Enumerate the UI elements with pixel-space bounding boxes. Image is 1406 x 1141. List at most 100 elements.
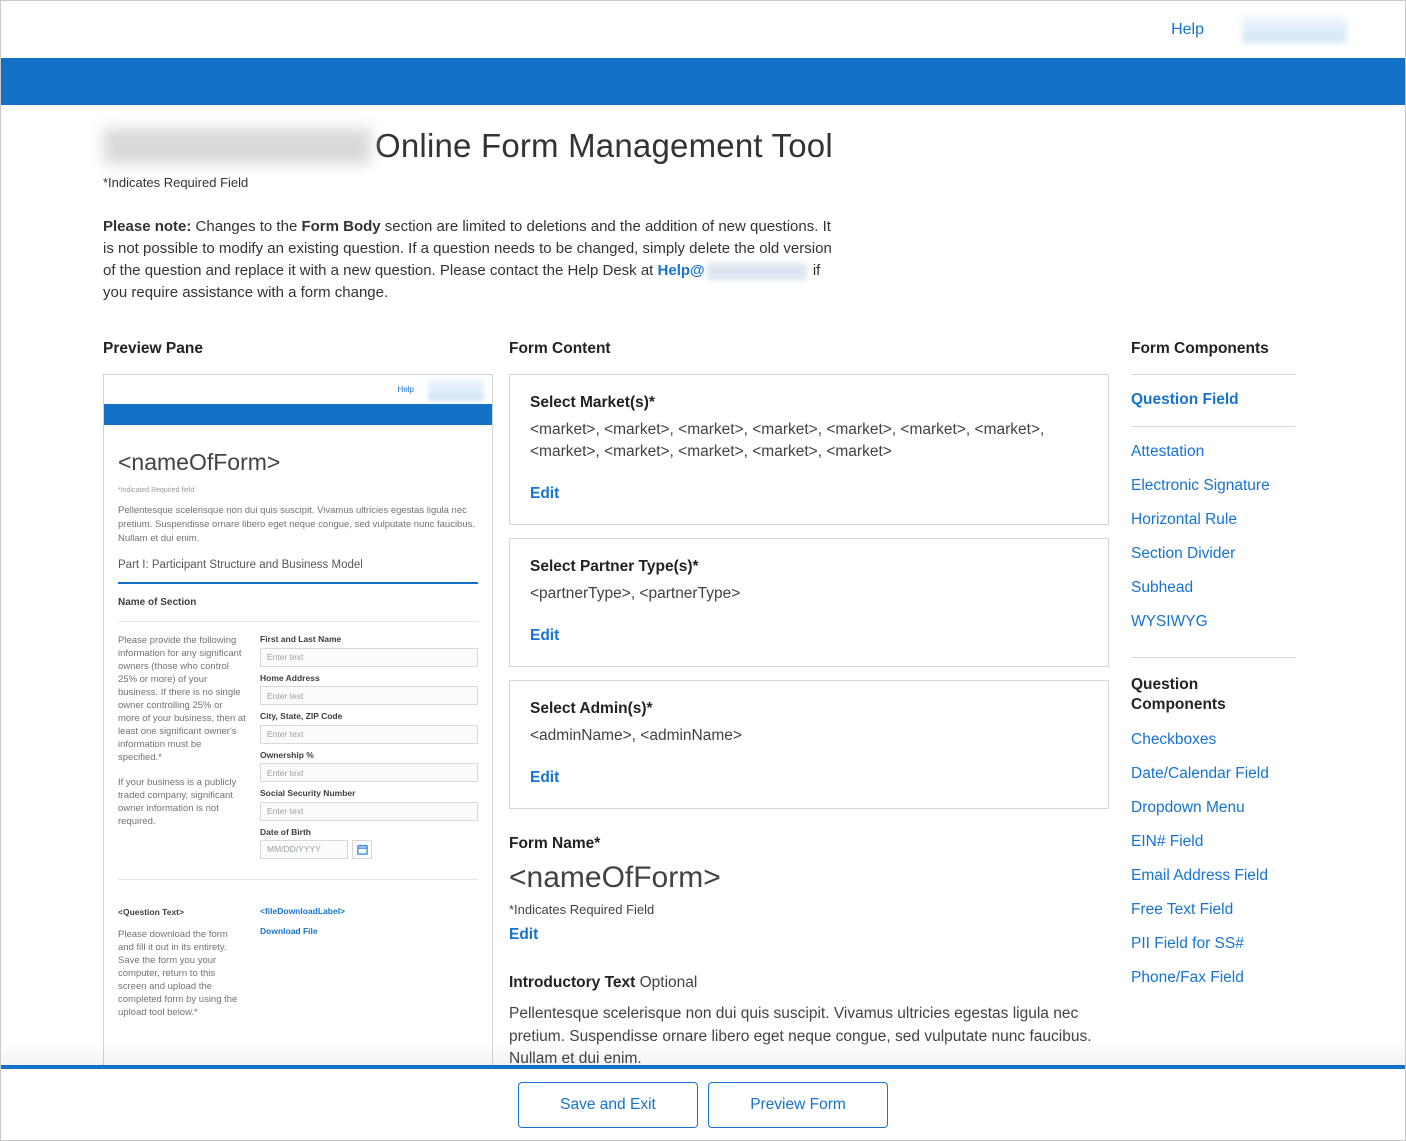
select-admins-card: Select Admin(s)* <adminName>, <adminName…	[509, 680, 1109, 809]
ownership-percent-input[interactable]	[260, 763, 478, 782]
footer-bar: Save and Exit Preview Form	[1, 1065, 1405, 1140]
sidebar-item-date-calendar-field[interactable]: Date/Calendar Field	[1131, 765, 1269, 782]
preview-field: Ownership %	[260, 749, 478, 782]
save-and-exit-button[interactable]: Save and Exit	[518, 1081, 698, 1128]
field-label: First and Last Name	[260, 634, 342, 644]
download-instructions: Please download the form and fill it out…	[118, 928, 238, 1018]
preview-pane-heading: Preview Pane	[103, 340, 203, 357]
form-components-sidebar: Form Components Question Field Attestati…	[1131, 340, 1295, 1007]
field-label: Home Address	[260, 672, 320, 683]
card-title: Select Market(s)*	[530, 394, 655, 411]
sidebar-item-wysiwyg[interactable]: WYSIWYG	[1131, 613, 1208, 630]
sidebar-item-dropdown-menu[interactable]: Dropdown Menu	[1131, 799, 1245, 816]
preview-blue-bar	[104, 404, 492, 425]
question-text-placeholder: <Question Text>	[118, 906, 184, 917]
sidebar-item-free-text-field[interactable]: Free Text Field	[1131, 901, 1234, 918]
field-label: Date of Birth	[260, 826, 311, 837]
preview-intro-text: Pellentesque scelerisque non dui quis su…	[118, 505, 476, 544]
form-name-required-note: *Indicates Required Field	[509, 902, 655, 917]
ssn-input[interactable]	[260, 801, 478, 821]
preview-required-note: *Indicated Required field	[118, 487, 195, 494]
card-title: Select Partner Type(s)*	[530, 558, 699, 575]
date-of-birth-input[interactable]	[260, 839, 348, 859]
home-address-input[interactable]	[260, 686, 478, 705]
preview-guidance-1: Please provide the following information…	[118, 635, 246, 763]
preview-redacted-button[interactable]	[428, 378, 484, 401]
sidebar-item-pii-field-ss[interactable]: PII Field for SS#	[1131, 935, 1244, 952]
card-value: <adminName>, <adminName>	[530, 727, 742, 744]
form-components-list: Attestation Electronic Signature Horizon…	[1131, 427, 1295, 651]
preview-download-links: <fileDownloadLabel> Download File	[260, 906, 478, 1019]
sidebar-item-section-divider[interactable]: Section Divider	[1131, 545, 1236, 562]
sidebar-divider	[1131, 657, 1295, 658]
preview-download-guidance: <Question Text> Please download the form…	[118, 906, 246, 1019]
sidebar-item-checkboxes[interactable]: Checkboxes	[1131, 731, 1217, 748]
title-row: Online Form Management Tool	[103, 127, 1405, 165]
preview-field: Home Address	[260, 672, 478, 705]
note-part1: Changes to the	[191, 218, 302, 235]
preview-divider	[118, 878, 478, 880]
preview-fields: First and Last Name Home Address City, S…	[260, 634, 478, 865]
note-part3: if you require assistance with a form ch…	[103, 262, 821, 301]
preview-download-row: <Question Text> Please download the form…	[118, 894, 478, 1019]
preview-help-link[interactable]: Help	[397, 385, 414, 394]
preview-mini-header: Help	[104, 375, 492, 404]
columns: Preview Pane Help <nameOfForm> *Indicate…	[103, 340, 1405, 1140]
sidebar-item-horizontal-rule[interactable]: Horizontal Rule	[1131, 511, 1237, 528]
redacted-brand-logo	[103, 128, 371, 164]
preview-date-field: Date of Birth	[260, 827, 478, 859]
note-form-body: Form Body	[301, 218, 381, 235]
preview-form-button[interactable]: Preview Form	[708, 1081, 888, 1128]
introductory-text-body: Pellentesque scelerisque non dui quis su…	[509, 1005, 1092, 1067]
preview-question-guidance: Please provide the following information…	[118, 634, 246, 865]
sidebar-item-attestation[interactable]: Attestation	[1131, 443, 1205, 460]
note-part2: section are limited to deletions and the…	[103, 218, 832, 279]
edit-markets-link[interactable]: Edit	[530, 485, 560, 502]
edit-form-name-link[interactable]: Edit	[509, 926, 539, 943]
first-last-name-input[interactable]	[260, 647, 478, 667]
field-label: City, State, ZIP Code	[260, 711, 343, 721]
redacted-account-button[interactable]	[1242, 16, 1347, 43]
city-state-zip-input[interactable]	[260, 724, 478, 744]
form-name-section: Form Name* <nameOfForm> *Indicates Requi…	[509, 835, 1109, 944]
main-content: Online Form Management Tool *Indicates R…	[1, 127, 1405, 1140]
sidebar-item-subhead[interactable]: Subhead	[1131, 579, 1194, 596]
please-note-paragraph: Please note: Changes to the Form Body se…	[103, 216, 845, 304]
sidebar-item-electronic-signature[interactable]: Electronic Signature	[1131, 477, 1270, 494]
top-header: Help	[1, 1, 1405, 58]
sidebar-item-ein-field[interactable]: EIN# Field	[1131, 833, 1204, 850]
form-content-heading: Form Content	[509, 340, 611, 357]
preview-question-row: Please provide the following information…	[118, 622, 478, 865]
field-label: Ownership %	[260, 749, 314, 760]
preview-part-title: Part I: Participant Structure and Busine…	[118, 559, 478, 584]
download-file-link[interactable]: Download File	[260, 925, 318, 936]
form-components-heading: Form Components	[1131, 340, 1295, 375]
page-title: Online Form Management Tool	[375, 127, 833, 164]
file-download-label-link[interactable]: <fileDownloadLabel>	[260, 905, 346, 916]
introductory-text-label: Introductory Text Optional	[509, 974, 1109, 992]
form-name-label: Form Name*	[509, 835, 601, 852]
form-content-column: Form Content Select Market(s)* <market>,…	[509, 340, 1109, 1098]
help-link[interactable]: Help	[1171, 20, 1204, 38]
note-bold-intro: Please note:	[103, 218, 192, 235]
calendar-icon[interactable]	[352, 839, 372, 859]
preview-body: <nameOfForm> *Indicated Required field P…	[104, 425, 492, 1140]
required-field-note: *Indicates Required Field	[103, 175, 249, 190]
edit-admins-link[interactable]: Edit	[530, 769, 560, 786]
preview-panel: Help <nameOfForm> *Indicated Required fi…	[103, 374, 493, 1140]
sidebar-item-email-address-field[interactable]: Email Address Field	[1131, 867, 1268, 884]
select-partner-types-card: Select Partner Type(s)* <partnerType>, <…	[509, 538, 1109, 667]
redacted-email-domain	[706, 262, 807, 280]
optional-tag: Optional	[639, 974, 698, 991]
preview-pane-column: Preview Pane Help <nameOfForm> *Indicate…	[103, 340, 493, 1140]
preview-section-name: Name of Section	[118, 597, 478, 622]
intro-label-text: Introductory Text	[509, 974, 636, 991]
sidebar-item-phone-fax-field[interactable]: Phone/Fax Field	[1131, 969, 1244, 986]
form-name-value: <nameOfForm>	[509, 861, 721, 894]
preview-form-name: <nameOfForm>	[118, 449, 281, 475]
card-value: <market>, <market>, <market>, <market>, …	[530, 421, 1045, 460]
help-email-link[interactable]: Help@	[657, 262, 705, 279]
edit-partner-types-link[interactable]: Edit	[530, 627, 560, 644]
sidebar-item-question-field[interactable]: Question Field	[1131, 375, 1295, 427]
